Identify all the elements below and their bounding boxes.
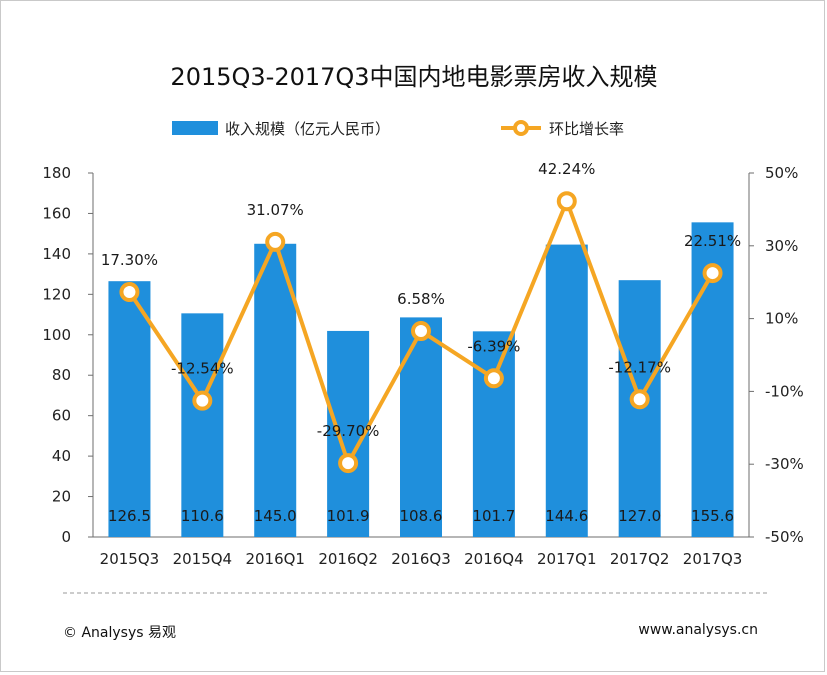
growth-rate-label: 31.07% xyxy=(247,201,304,219)
x-tick-label: 2015Q4 xyxy=(173,550,233,568)
bar xyxy=(108,281,151,537)
y-right-tick-label: 50% xyxy=(765,164,798,182)
growth-rate-marker xyxy=(119,282,140,303)
legend-line-label: 环比增长率 xyxy=(549,120,624,138)
bar xyxy=(254,243,297,537)
y-left-tick-label: 180 xyxy=(42,164,71,182)
bar xyxy=(181,313,224,537)
y-left-tick-label: 60 xyxy=(52,407,71,425)
bar-value-label: 144.6 xyxy=(545,507,588,525)
growth-rate-label: -12.17% xyxy=(608,358,671,376)
growth-rate-marker xyxy=(265,231,286,252)
x-tick-label: 2017Q2 xyxy=(610,550,670,568)
y-right-tick-label: 10% xyxy=(765,310,798,328)
y-left-tick-label: 140 xyxy=(42,245,71,263)
growth-rate-label: -12.54% xyxy=(171,360,234,378)
y-left-tick-label: 40 xyxy=(52,447,71,465)
y-left-tick-label: 160 xyxy=(42,204,71,222)
axes: 0 20 40 60 80 100 120 140 160 180 -50% -30% -10% 10% 3… xyxy=(42,164,803,568)
growth-rate-marker xyxy=(629,389,650,410)
bar-value-label: 127.0 xyxy=(618,507,661,525)
x-tick-label: 2017Q3 xyxy=(683,550,743,568)
legend-line-marker xyxy=(513,120,529,136)
legend-bar-label: 收入规模（亿元人民币） xyxy=(225,120,390,138)
x-tick-label: 2016Q1 xyxy=(245,550,305,568)
growth-rate-marker xyxy=(338,453,359,474)
x-tick-label: 2016Q4 xyxy=(464,550,524,568)
bar-value-label: 110.6 xyxy=(181,507,224,525)
bar-value-label: 126.5 xyxy=(108,507,151,525)
x-tick-label: 2015Q3 xyxy=(100,550,160,568)
bar-value-label: 145.0 xyxy=(254,507,297,525)
growth-rate-label: 42.24% xyxy=(538,160,595,178)
growth-rate-marker xyxy=(483,368,504,389)
y-left-tick-label: 80 xyxy=(52,366,71,384)
growth-rate-marker xyxy=(556,191,577,212)
line-series xyxy=(119,191,723,474)
chart-title: 2015Q3-2017Q3中国内地电影票房收入规模 xyxy=(170,63,657,91)
bar xyxy=(400,317,442,537)
growth-rate-label: 22.51% xyxy=(684,232,741,250)
copyright-text: © Analysys 易观 xyxy=(63,625,176,641)
growth-rate-label: 17.30% xyxy=(101,251,158,269)
x-tick-label: 2016Q3 xyxy=(391,550,451,568)
x-tick-label: 2017Q1 xyxy=(537,550,597,568)
growth-rate-marker xyxy=(702,263,723,284)
y-right-tick-label: 30% xyxy=(765,237,798,255)
bar xyxy=(472,331,515,537)
legend-bar-swatch xyxy=(172,121,218,135)
bar-value-label: 101.9 xyxy=(327,507,370,525)
bar-value-label: 108.6 xyxy=(400,507,443,525)
growth-rate-label: -6.39% xyxy=(467,337,520,355)
y-left-tick-label: 120 xyxy=(42,285,71,303)
bar-series xyxy=(108,222,734,537)
y-right-tick-label: -50% xyxy=(765,528,804,546)
y-right-tick-label: -10% xyxy=(765,382,804,400)
x-tick-label: 2016Q2 xyxy=(318,550,378,568)
growth-rate-label: 6.58% xyxy=(397,290,445,308)
bar-value-label: 101.7 xyxy=(472,507,515,525)
y-left-tick-label: 20 xyxy=(52,488,71,506)
chart-title-group: 2015Q3-2017Q3中国内地电影票房收入规模 xyxy=(170,63,657,91)
legend: 收入规模（亿元人民币） 环比增长率 xyxy=(172,120,624,138)
website-url: www.analysys.cn xyxy=(638,622,758,638)
bar-value-label: 155.6 xyxy=(691,507,734,525)
growth-rate-label: -29.70% xyxy=(317,422,380,440)
y-right-tick-label: -30% xyxy=(765,455,804,473)
growth-rate-marker xyxy=(411,321,431,342)
y-left-tick-label: 0 xyxy=(61,528,71,546)
y-left-tick-label: 100 xyxy=(42,326,71,344)
bar xyxy=(545,244,588,537)
growth-rate-marker xyxy=(192,390,213,411)
data-labels: 126.5 110.6 145.0 101.9 108.6 101.7 144.6 127.0… xyxy=(101,160,741,525)
